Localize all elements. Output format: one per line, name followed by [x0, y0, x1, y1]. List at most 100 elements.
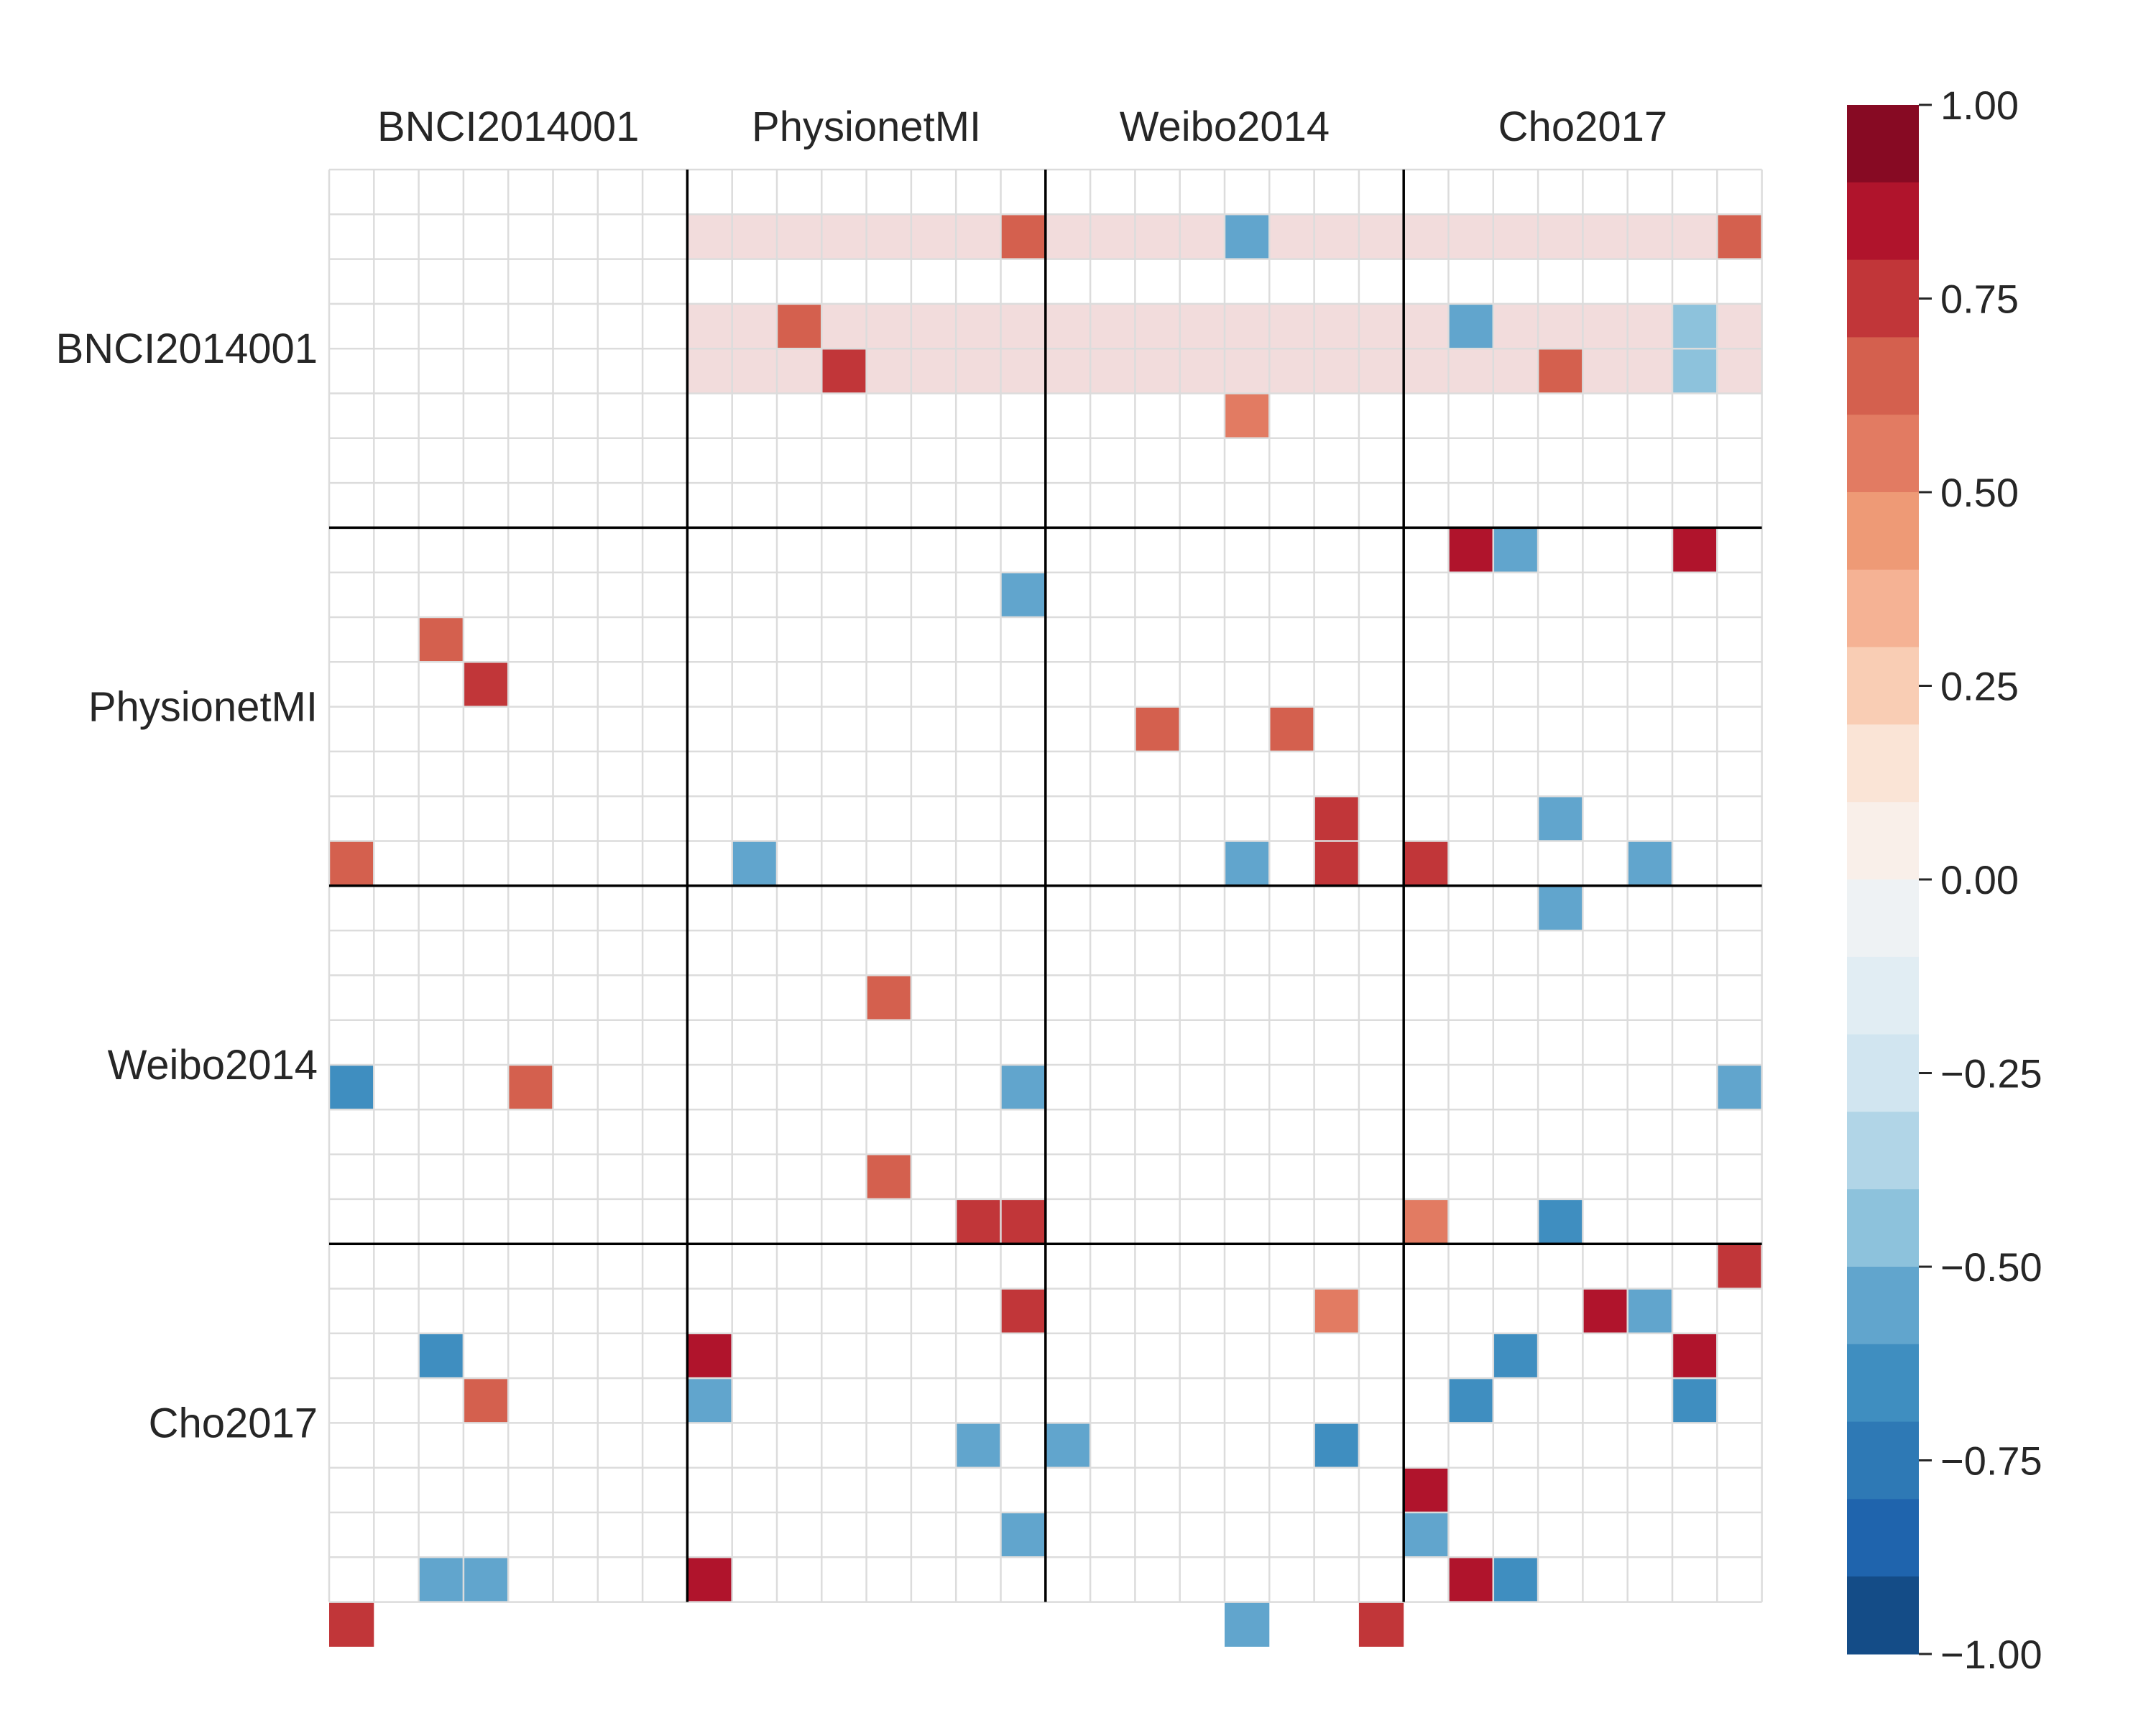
colorbar-segment — [1847, 1267, 1919, 1345]
heatmap-cell-r22-c12 — [866, 1154, 911, 1199]
row-group-label: Cho2017 — [149, 1400, 318, 1446]
heatmap-cell-r25-c15 — [1000, 1288, 1046, 1334]
colorbar-segment — [1847, 647, 1919, 725]
heatmap-cell-r4-c27 — [1538, 348, 1583, 394]
heatmap-cell-r26-c8 — [687, 1333, 732, 1379]
colorbar-segment — [1847, 259, 1919, 338]
heatmap-cell-r27-c30 — [1672, 1378, 1718, 1423]
heatmap-cell-r32-c0 — [329, 1602, 374, 1647]
heatmap-cell-r18-c12 — [866, 975, 911, 1020]
heatmap-cell-r29-c24 — [1404, 1467, 1449, 1512]
heatmap-cell-r1-c15 — [1000, 214, 1046, 259]
heatmap-cell-r20-c4 — [508, 1065, 553, 1110]
column-group-label: Cho2017 — [1498, 103, 1667, 150]
heatmap-cell-r30-c24 — [1404, 1512, 1449, 1558]
heatmap-cell-r31-c3 — [463, 1557, 509, 1602]
heatmap-cell-r4-c30 — [1672, 348, 1718, 394]
heatmap-cell-r25-c29 — [1627, 1288, 1672, 1334]
heatmap-cell-r28-c16 — [1045, 1423, 1091, 1468]
group-lines-layer — [329, 170, 1762, 1602]
heatmap-cell-r25-c28 — [1583, 1288, 1628, 1334]
heatmap-cell-r8-c30 — [1672, 527, 1718, 573]
colorbar-segment — [1847, 1421, 1919, 1500]
heatmap-cell-r26-c30 — [1672, 1333, 1718, 1379]
heatmap-cell-r11-c3 — [463, 662, 509, 707]
heatmap-cell-r16-c27 — [1538, 885, 1583, 931]
row-group-label: BNCI2014001 — [56, 325, 318, 372]
colorbar-segment — [1847, 1344, 1919, 1423]
colorbar-segment — [1847, 1034, 1919, 1112]
heatmap-cell-r3-c25 — [1448, 303, 1493, 349]
heatmap-cell-r20-c31 — [1717, 1065, 1762, 1110]
heatmap-cell-r32-c20 — [1225, 1602, 1270, 1647]
heatmap-cell-r12-c18 — [1135, 706, 1180, 752]
heatmap-cell-r31-c26 — [1493, 1557, 1539, 1602]
heatmap-cell-r8-c25 — [1448, 527, 1493, 573]
column-group-label: BNCI2014001 — [377, 103, 639, 150]
colorbar-segment — [1847, 1576, 1919, 1655]
colorbar-tick-label: −0.75 — [1940, 1438, 2042, 1484]
heatmap-cell-r8-c26 — [1493, 527, 1539, 573]
colorbar-tick-label: 0.75 — [1940, 277, 2019, 322]
column-group-label: Weibo2014 — [1120, 103, 1330, 150]
column-group-label: PhysionetMI — [752, 103, 981, 150]
colorbar-segment — [1847, 105, 1919, 183]
heatmap-cell-r31-c25 — [1448, 1557, 1493, 1602]
colorbar-segment — [1847, 956, 1919, 1035]
colorbar-segment — [1847, 1499, 1919, 1577]
row-group-label: Weibo2014 — [108, 1042, 318, 1089]
heatmap-cell-r12-c21 — [1269, 706, 1314, 752]
heatmap-cell-r14-c27 — [1538, 796, 1583, 841]
heatmap-cell-r32-c23 — [1358, 1602, 1404, 1647]
heatmap-cell-r15-c24 — [1404, 841, 1449, 886]
heatmap-cell-r15-c0 — [329, 841, 374, 886]
colorbar-tick-label: −1.00 — [1940, 1632, 2042, 1677]
heatmap-cell-r3-c30 — [1672, 303, 1718, 349]
colorbar-segment — [1847, 182, 1919, 261]
colorbar-tick-label: −0.25 — [1940, 1051, 2042, 1096]
colorbar-segment — [1847, 492, 1919, 570]
heatmap-cell-r27-c3 — [463, 1378, 509, 1423]
heatmap-cell-r23-c27 — [1538, 1198, 1583, 1244]
heatmap-cell-r27-c25 — [1448, 1378, 1493, 1423]
heatmap-cell-r1-c31 — [1717, 214, 1762, 259]
heatmap-cell-r28-c14 — [956, 1423, 1001, 1468]
colorbar-segment — [1847, 1112, 1919, 1190]
heatmap-cell-r26-c26 — [1493, 1333, 1539, 1379]
labels-layer: BNCI2014001 BNCI2014001 PhysionetMI Physion… — [56, 103, 1667, 1446]
colorbar-tick-label: 1.00 — [1940, 83, 2019, 128]
heatmap-cell-r15-c9 — [732, 841, 777, 886]
heatmap-cell-r4-c11 — [821, 348, 867, 394]
colorbar-segment — [1847, 415, 1919, 493]
row-group-label: PhysionetMI — [88, 684, 318, 731]
heatmap-cell-r23-c24 — [1404, 1198, 1449, 1244]
heatmap-cell-r1-c20 — [1225, 214, 1270, 259]
heatmap-cell-r31-c8 — [687, 1557, 732, 1602]
heatmap-cell-r20-c15 — [1000, 1065, 1046, 1110]
heatmap-cell-r14-c22 — [1314, 796, 1359, 841]
heatmap-cell-r15-c22 — [1314, 841, 1359, 886]
heatmap-cell-r30-c15 — [1000, 1512, 1046, 1558]
heatmap-cell-r20-c0 — [329, 1065, 374, 1110]
heatmap-cell-r28-c22 — [1314, 1423, 1359, 1468]
colorbar: 1.00 0.75 0.50 0.25 0.00 −0.25 −0.50 −0.75 −1.00 — [1847, 83, 2042, 1677]
heatmap-cell-r26-c2 — [418, 1333, 464, 1379]
colorbar-segment — [1847, 337, 1919, 415]
heatmap-cell-r27-c8 — [687, 1378, 732, 1423]
heatmap-cell-r5-c20 — [1225, 393, 1270, 438]
heatmap-cell-r10-c2 — [418, 617, 464, 662]
heatmap-cell-r15-c20 — [1225, 841, 1270, 886]
colorbar-tick-label: 0.00 — [1940, 857, 2019, 902]
heatmap-cell-r23-c14 — [956, 1198, 1001, 1244]
colorbar-segment — [1847, 802, 1919, 880]
heatmap-cell-r3-c10 — [777, 303, 822, 349]
colorbar-tick-label: −0.50 — [1940, 1244, 2042, 1290]
colorbar-segment — [1847, 569, 1919, 648]
heatmap-cell-r25-c22 — [1314, 1288, 1359, 1334]
colorbar-tick-label: 0.50 — [1940, 470, 2019, 515]
colorbar-tick-label: 0.25 — [1940, 664, 2019, 709]
heatmap-cell-r24-c31 — [1717, 1244, 1762, 1289]
heatmap-cell-r9-c15 — [1000, 572, 1046, 617]
heatmap-cell-r31-c2 — [418, 1557, 464, 1602]
